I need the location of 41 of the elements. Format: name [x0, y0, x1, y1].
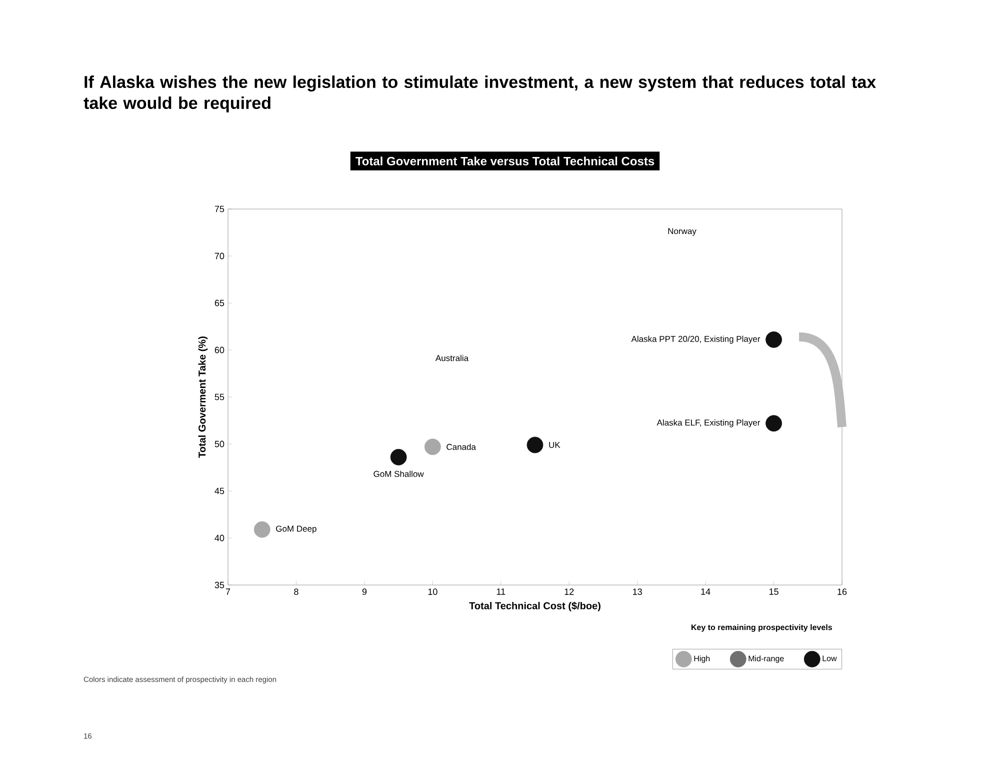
- y-tick-label: 65: [214, 300, 224, 306]
- annotation: Alaska PPT 20/20, Existing Player: [631, 336, 760, 344]
- y-tick-label: 40: [214, 534, 224, 542]
- x-tick-label: 8: [294, 588, 298, 595]
- annotation: Alaska ELF, Existing Player: [656, 419, 760, 428]
- x-axis-title: Total Technical Cost ($/boe): [469, 602, 600, 612]
- chart-title: If Alaska wishes the new legislation to stimulate investment, a new system that reduces total tax take would be required: [84, 76, 876, 112]
- y-tick-label: 35: [214, 582, 224, 588]
- legend-title: Key to remaining prospectivity levels: [691, 624, 832, 632]
- point: [390, 448, 407, 466]
- annotation: Australia: [435, 354, 469, 362]
- legend-label: High: [694, 655, 710, 663]
- x-tick-label: 13: [633, 588, 642, 595]
- legend-label: Low: [822, 656, 837, 662]
- annotation: UK: [549, 442, 560, 448]
- legend-label: Mid-range: [748, 655, 784, 663]
- x-tick-label: 9: [362, 588, 367, 595]
- annotation: Canada: [446, 444, 476, 450]
- point: [766, 415, 782, 432]
- y-tick-label: 45: [214, 488, 224, 494]
- x-tick-label: 15: [769, 588, 778, 595]
- x-tick-label: 11: [496, 588, 506, 595]
- annotation: Norway: [668, 228, 696, 236]
- x-tick-label: 7: [226, 588, 230, 595]
- y-tick-label: 70: [214, 252, 224, 260]
- x-tick-label: 14: [701, 588, 710, 595]
- annotation: GoM Shallow: [374, 470, 424, 477]
- point: [526, 436, 544, 454]
- point: [424, 438, 441, 456]
- x-tick-label: 10: [428, 588, 438, 595]
- y-axis-title: Total Goverment Take (%): [198, 336, 208, 458]
- y-tick-label: 60: [214, 346, 224, 354]
- annotation: GoM Deep: [276, 526, 316, 534]
- point: [766, 331, 782, 348]
- y-tick-label: 75: [214, 206, 224, 212]
- y-tick-label: 50: [214, 440, 224, 448]
- x-tick-label: 12: [564, 588, 574, 595]
- point: [254, 521, 270, 538]
- x-tick-label: 16: [838, 588, 847, 595]
- chart-subtitle: Total Government Take versus Total Technical Costs: [356, 156, 654, 166]
- y-tick-label: 55: [214, 394, 224, 400]
